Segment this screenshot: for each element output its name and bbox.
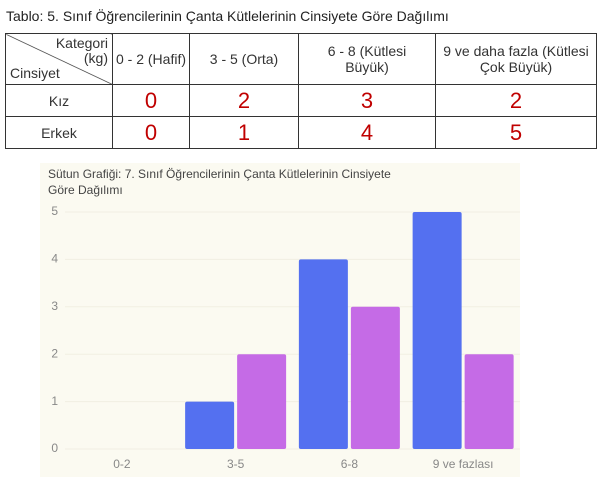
- cell-value: 2: [189, 84, 299, 117]
- cell-value: 5: [435, 116, 597, 149]
- cell-value: 2: [435, 84, 597, 117]
- bar: [350, 306, 400, 449]
- bar: [185, 401, 235, 449]
- y-tick-label: 2: [51, 346, 58, 360]
- column-header: 6 - 8 (Kütlesi Büyük): [298, 33, 436, 85]
- cell-value: 3: [298, 84, 436, 117]
- corner-top: Kategori (kg): [56, 36, 108, 66]
- column-header: 9 ve daha fazla (Kütlesi Çok Büyük): [435, 33, 597, 85]
- bar: [464, 354, 514, 449]
- corner-bottom: Cinsiyet: [10, 65, 60, 81]
- bar: [412, 212, 462, 449]
- cell-value: 4: [298, 116, 436, 149]
- row-header: Erkek: [5, 116, 113, 149]
- x-tick-label: 3-5: [227, 457, 245, 471]
- bar: [298, 259, 348, 449]
- y-tick-label: 0: [51, 441, 58, 455]
- x-tick-label: 6-8: [341, 457, 359, 471]
- row-header: Kız: [5, 84, 113, 117]
- cell-value: 0: [112, 84, 190, 117]
- chart: 0 1 2 3 4 5 0-2 3-5 6-8 9 ve fazlası: [40, 163, 520, 477]
- x-tick-label: 0-2: [113, 457, 131, 471]
- data-table: Kategori (kg) Cinsiyet 0 - 2 (Hafif) 3 - …: [5, 33, 597, 149]
- cell-value: 0: [112, 116, 190, 149]
- y-tick-label: 1: [51, 394, 58, 408]
- corner-cell: Kategori (kg) Cinsiyet: [5, 33, 113, 85]
- x-tick-label: 9 ve fazlası: [433, 457, 494, 471]
- caption: Tablo: 5. Sınıf Öğrencilerinin Çanta Küt…: [6, 8, 449, 24]
- corner-unit: (kg): [83, 50, 108, 66]
- bar: [237, 354, 287, 449]
- table-row: Kız 0 2 3 2: [5, 84, 597, 117]
- chart-title: Sütun Grafiği: 7. Sınıf Öğrencilerinin Ç…: [48, 167, 391, 197]
- column-header: 0 - 2 (Hafif): [112, 33, 190, 85]
- y-tick-label: 4: [51, 252, 58, 266]
- table-row: Erkek 0 1 4 5: [5, 116, 597, 149]
- column-header: 3 - 5 (Orta): [189, 33, 299, 85]
- y-tick-label: 3: [51, 299, 58, 313]
- header-row: Kategori (kg) Cinsiyet 0 - 2 (Hafif) 3 - …: [5, 33, 597, 85]
- y-tick-label: 5: [51, 204, 58, 218]
- corner-label: Kategori: [55, 35, 108, 51]
- cell-value: 1: [189, 116, 299, 149]
